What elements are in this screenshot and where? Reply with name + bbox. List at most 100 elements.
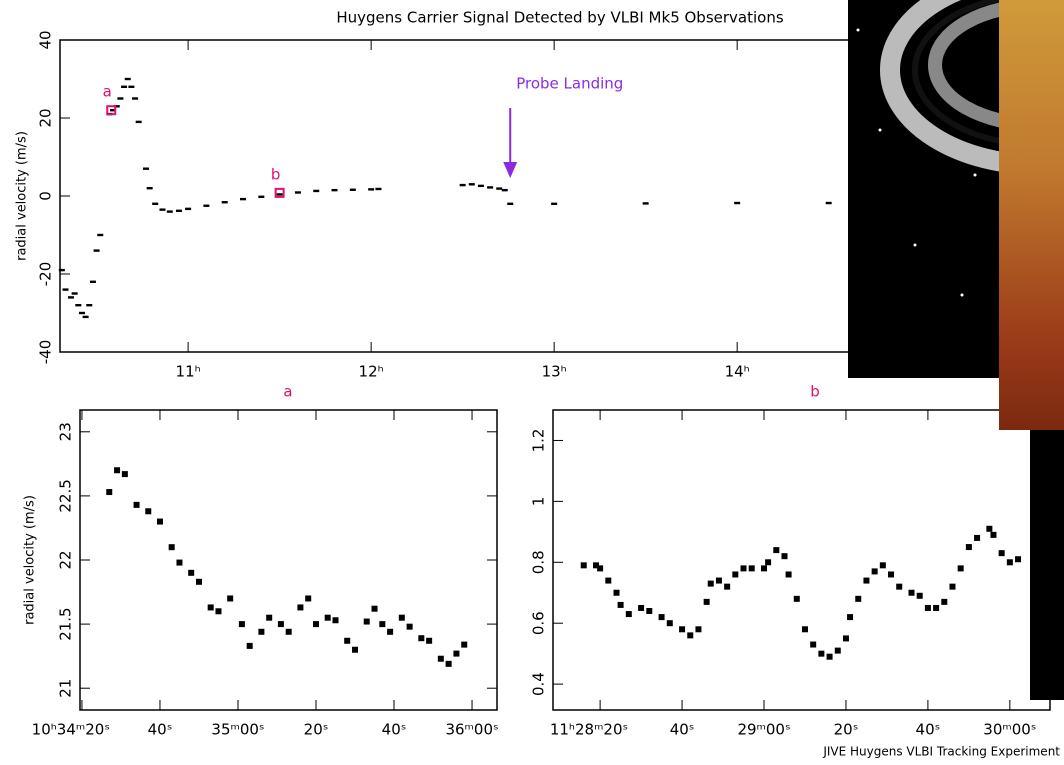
space-background [848, 0, 1000, 378]
data-point [332, 617, 339, 624]
dark-panel [1030, 430, 1064, 700]
data-point [375, 187, 382, 191]
data-point [176, 559, 183, 566]
data-point [86, 304, 93, 307]
data-point [551, 202, 558, 205]
data-point [349, 188, 356, 191]
x-tick-label: 36ᵐ00ˢ [445, 721, 498, 739]
data-point [152, 202, 159, 205]
data-point [62, 288, 69, 291]
data-point [842, 635, 849, 642]
y-tick-label: 22.5 [57, 479, 75, 512]
data-point [114, 467, 121, 474]
titan-image [999, 0, 1064, 430]
data-point [437, 655, 444, 662]
data-point [128, 85, 135, 88]
data-point [477, 184, 484, 188]
data-point [146, 187, 153, 190]
data-point [75, 304, 82, 307]
data-point [724, 583, 731, 590]
y-tick-label: 40 [37, 30, 55, 49]
x-tick-label: 40ˢ [148, 721, 173, 739]
data-point [793, 595, 800, 602]
data-point [166, 210, 173, 213]
x-tick-label: 30ᵐ00ˢ [983, 721, 1036, 739]
data-point [941, 598, 948, 605]
x-tick-label: 20ˢ [304, 721, 329, 739]
data-point [773, 547, 780, 554]
data-point [888, 571, 895, 578]
data-point [221, 201, 228, 204]
data-point [387, 628, 394, 635]
y-tick-label: 0.4 [530, 672, 548, 696]
data-point [863, 577, 870, 584]
data-point [580, 562, 587, 569]
data-point [195, 578, 202, 585]
data-point [156, 518, 163, 525]
data-point [175, 209, 182, 213]
y-tick-label: 1 [530, 497, 548, 507]
data-point [825, 201, 832, 205]
data-point [974, 534, 981, 541]
data-point [277, 621, 284, 628]
data-point [933, 604, 940, 611]
data-point [810, 641, 817, 648]
data-point [240, 197, 247, 201]
x-tick-label: 13ʰ [542, 363, 567, 381]
data-point [949, 583, 956, 590]
data-point [276, 193, 283, 196]
data-point [826, 653, 833, 660]
data-point [715, 577, 722, 584]
data-point [1006, 559, 1013, 566]
data-point [132, 97, 139, 100]
data-point [617, 601, 624, 608]
data-point [605, 577, 612, 584]
data-point [185, 207, 192, 211]
data-point [203, 204, 210, 207]
data-point [297, 604, 304, 611]
data-point [597, 565, 604, 572]
data-point [740, 565, 747, 572]
footer: JIVE Huygens VLBI Tracking Experiment [822, 745, 1060, 759]
data-point [121, 471, 128, 478]
data-point [459, 183, 466, 187]
x-tick-label: 12ʰ [359, 363, 384, 381]
data-point [379, 621, 386, 628]
data-point [666, 620, 673, 627]
data-point [613, 589, 620, 596]
data-point [82, 315, 89, 319]
y-axis-label: radial velocity (m/s) [23, 495, 38, 625]
y-tick-label: 23 [57, 422, 75, 441]
data-point [445, 660, 452, 667]
data-point [998, 550, 1005, 557]
data-point [507, 202, 514, 205]
data-point [93, 249, 100, 252]
saturn-image [848, 0, 1064, 700]
data-point [215, 608, 222, 615]
data-point [352, 646, 359, 653]
y-tick-label: -20 [37, 262, 55, 287]
star [913, 243, 917, 247]
data-point [294, 191, 301, 194]
data-point [246, 642, 253, 649]
data-point [781, 553, 788, 560]
data-point [916, 592, 923, 599]
x-tick-label: 40ˢ [670, 721, 695, 739]
data-point [593, 562, 600, 569]
data-point [761, 565, 768, 572]
data-point [106, 489, 113, 496]
data-point [703, 598, 710, 605]
data-point [117, 97, 124, 100]
data-point [426, 637, 433, 644]
data-point [487, 186, 494, 189]
data-point [313, 189, 320, 193]
data-point [496, 187, 503, 190]
x-tick-label: 29ᵐ00ˢ [737, 721, 790, 739]
data-point [418, 635, 425, 642]
data-point [71, 292, 78, 295]
y-tick-label: 0.8 [530, 550, 548, 574]
y-tick-label: 21.5 [57, 607, 75, 640]
data-point [871, 568, 878, 575]
data-point [145, 508, 152, 515]
